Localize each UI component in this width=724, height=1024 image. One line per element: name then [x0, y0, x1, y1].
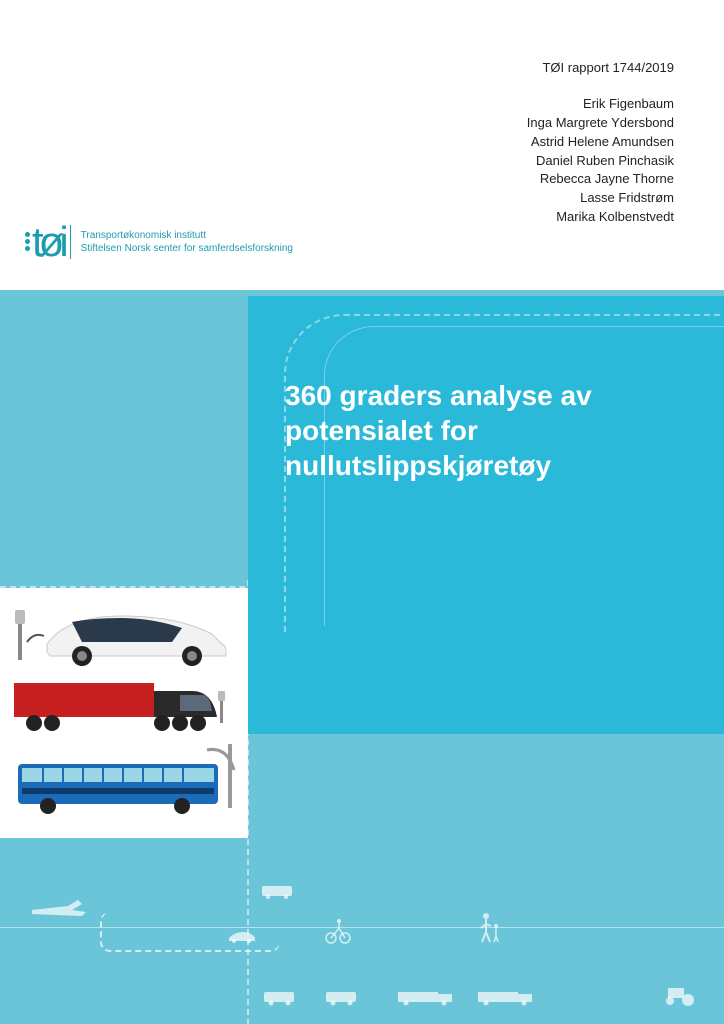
- plane-icon: [30, 898, 90, 918]
- logo-mark: tøi: [25, 218, 64, 266]
- logo-line2: Stiftelsen Norsk senter for samferdselsf…: [81, 242, 293, 256]
- logo-mark-text: tøi: [32, 218, 64, 265]
- author-list: Erik Figenbaum Inga Margrete Ydersbond A…: [527, 95, 674, 227]
- ev-truck-icon: [12, 673, 236, 743]
- logo-text: Transportøkonomisk institutt Stiftelsen …: [81, 229, 293, 256]
- author: Marika Kolbenstvedt: [527, 208, 674, 227]
- vehicle-illustration: [0, 588, 248, 838]
- van-icon: [264, 990, 298, 1006]
- header: TØI rapport 1744/2019 Erik Figenbaum Ing…: [0, 0, 724, 290]
- footer-graphics: [0, 910, 724, 970]
- cyclist-icon: [325, 918, 351, 944]
- report-id: TØI rapport 1744/2019: [542, 60, 674, 75]
- author: Astrid Helene Amundsen: [527, 133, 674, 152]
- logo-divider: [70, 225, 71, 259]
- logo-dots-icon: [25, 232, 30, 248]
- author: Inga Margrete Ydersbond: [527, 114, 674, 133]
- truck-small-icon: [478, 990, 538, 1006]
- ev-car-icon: [12, 602, 236, 672]
- footer-dash-road: [100, 912, 280, 952]
- bright-panel: [248, 296, 724, 734]
- truck-small-icon: [398, 990, 458, 1006]
- author: Lasse Fridstrøm: [527, 189, 674, 208]
- van-icon: [326, 990, 360, 1006]
- author: Erik Figenbaum: [527, 95, 674, 114]
- logo-line1: Transportøkonomisk institutt: [81, 229, 293, 243]
- author: Rebecca Jayne Thorne: [527, 170, 674, 189]
- tractor-icon: [660, 986, 700, 1006]
- logo: tøi Transportøkonomisk institutt Stiftel…: [25, 218, 293, 266]
- author: Daniel Ruben Pinchasik: [527, 152, 674, 171]
- page-title: 360 graders analyse av potensialet for n…: [285, 378, 665, 483]
- ev-bus-icon: [12, 744, 236, 824]
- bus-small-icon: [262, 886, 294, 900]
- pedestrians-icon: [478, 912, 504, 944]
